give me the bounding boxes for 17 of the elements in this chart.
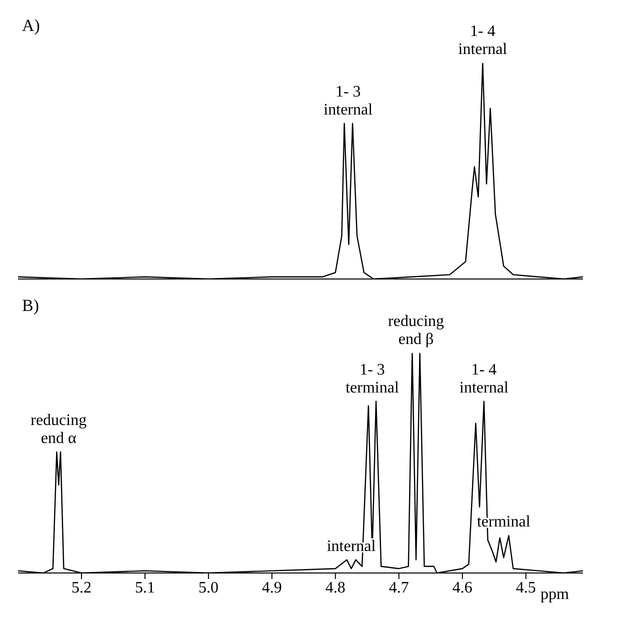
annotation: reducing end α: [30, 412, 87, 447]
x-tick-label: 4.9: [262, 579, 282, 596]
annotation: 1- 4 internal: [460, 361, 509, 396]
x-tick-label: 5.1: [134, 579, 155, 596]
x-tick-label: 4.5: [516, 579, 536, 596]
x-tick-label: 4.8: [325, 579, 346, 596]
x-tick-label: 4.6: [452, 579, 472, 596]
x-tick-label: 5.0: [198, 579, 218, 596]
annotation: 1- 3 internal: [324, 83, 374, 118]
x-tick-label: 4.7: [388, 579, 409, 596]
chart-title: B): [22, 296, 39, 316]
chart-title: A): [22, 16, 40, 36]
annotation: 1- 3 terminal: [346, 361, 400, 396]
annotation: reducing end β: [388, 313, 444, 348]
x-tick-label: 5.2: [71, 579, 92, 596]
annotation: 1- 4 internal: [458, 23, 508, 58]
x-axis-title: ppm: [540, 586, 570, 603]
